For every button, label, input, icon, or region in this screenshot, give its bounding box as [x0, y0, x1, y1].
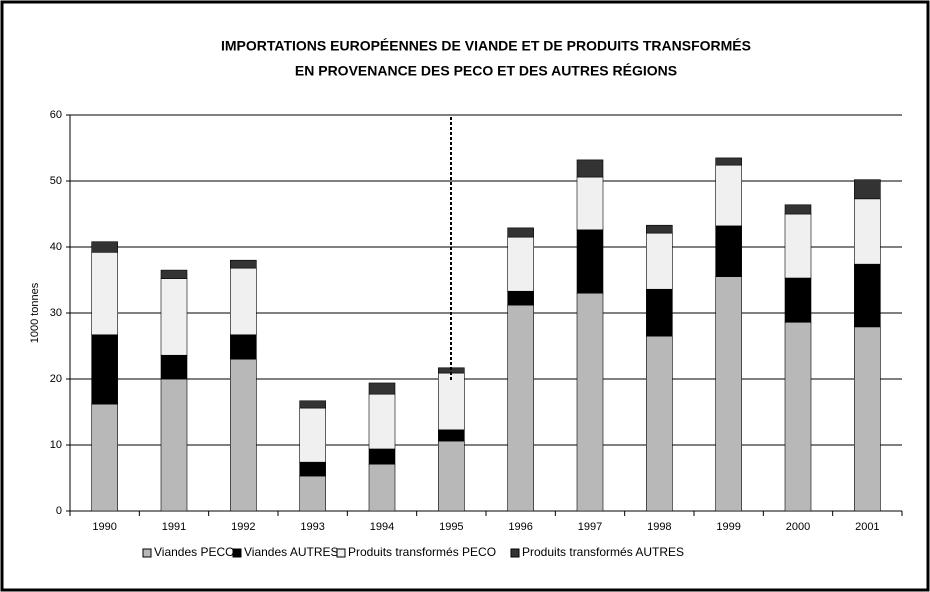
- bar-segment: [160, 378, 188, 512]
- x-tick-label: 1998: [647, 521, 671, 533]
- bar-segment: [715, 157, 742, 166]
- bar-segment: [646, 288, 673, 337]
- legend-swatch: [510, 548, 520, 558]
- bar-segment: [91, 241, 118, 253]
- x-tick-label: 1996: [508, 521, 532, 533]
- bar-segment: [715, 225, 742, 278]
- bar-segment: [230, 267, 257, 336]
- x-tick-label: 1993: [300, 521, 324, 533]
- bar-segment: [299, 461, 326, 477]
- bar-segment: [91, 251, 118, 336]
- bar-segment: [507, 227, 534, 238]
- bar-segment: [230, 334, 257, 360]
- bar-segment: [438, 440, 465, 512]
- y-tick-label: 20: [50, 373, 62, 385]
- legend-label: Produits transformés AUTRES: [522, 545, 684, 559]
- bar-segment: [368, 382, 396, 395]
- x-tick-label: 1994: [370, 521, 394, 533]
- y-tick-label: 60: [50, 109, 62, 121]
- bar-segment: [854, 263, 881, 328]
- bar-segment: [160, 278, 188, 356]
- chart-title: IMPORTATIONS EUROPÉENNES DE VIANDE ET DE…: [221, 38, 751, 54]
- legend-label: Produits transformés PECO: [348, 545, 496, 559]
- bar-segment: [784, 277, 812, 323]
- y-axis-label: 1000 tonnes: [29, 282, 41, 343]
- x-tick-label: 1997: [578, 521, 602, 533]
- legend-swatch: [336, 548, 346, 558]
- bar-segment: [646, 232, 673, 290]
- bar-segment: [438, 372, 465, 431]
- x-tick-label: 2001: [855, 521, 879, 533]
- x-tick-label: 1992: [231, 521, 255, 533]
- legend-label: Viandes AUTRES: [244, 545, 339, 559]
- bar-segment: [576, 159, 604, 178]
- x-tick-label: 2000: [786, 521, 810, 533]
- bar-segment: [576, 176, 604, 231]
- bar-segment: [784, 321, 812, 512]
- bar-segment: [854, 198, 881, 265]
- bar-segment: [299, 475, 326, 512]
- legend-swatch: [142, 548, 152, 558]
- bar-segment: [160, 354, 188, 380]
- bar-segment: [715, 276, 742, 512]
- chart-title: EN PROVENANCE DES PECO ET DES AUTRES RÉG…: [295, 63, 677, 79]
- y-tick-label: 10: [50, 439, 62, 451]
- bar-segment: [646, 224, 673, 234]
- y-tick-label: 0: [56, 505, 62, 517]
- bar-segment: [507, 290, 534, 306]
- y-tick-label: 30: [50, 307, 62, 319]
- bar-segment: [854, 326, 881, 512]
- bar-segment: [299, 400, 326, 409]
- x-tick-label: 1995: [439, 521, 463, 533]
- bar-segment: [507, 236, 534, 292]
- bar-segment: [368, 393, 396, 450]
- x-tick-label: 1990: [92, 521, 116, 533]
- bar-segment: [230, 358, 257, 512]
- x-tick-label: 1999: [716, 521, 740, 533]
- bar-segment: [854, 179, 881, 200]
- bar-segment: [91, 334, 118, 405]
- bar-segment: [784, 204, 812, 215]
- bar-segment: [368, 448, 396, 465]
- legend-swatch: [232, 548, 242, 558]
- bar-segment: [368, 463, 396, 512]
- bar-segment: [230, 259, 257, 269]
- bar-segment: [646, 335, 673, 512]
- bar-segment: [784, 213, 812, 279]
- x-tick-label: 1991: [162, 521, 186, 533]
- bar-segment: [299, 407, 326, 463]
- bar-segment: [438, 429, 465, 442]
- y-tick-label: 50: [50, 175, 62, 187]
- legend-label: Viandes PECO: [154, 545, 235, 559]
- bar-segment: [507, 304, 534, 512]
- y-tick-label: 40: [50, 241, 62, 253]
- bar-segment: [576, 292, 604, 512]
- bar-segment: [576, 229, 604, 294]
- bar-segment: [160, 269, 188, 279]
- bar-segment: [91, 403, 118, 512]
- bar-segment: [715, 164, 742, 227]
